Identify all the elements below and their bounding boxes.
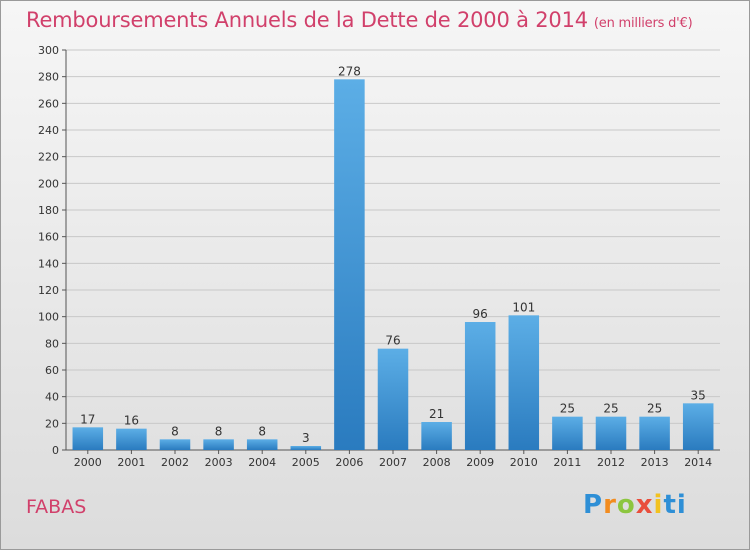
bar: [203, 439, 234, 450]
logo-letter: o: [616, 490, 636, 520]
bar: [334, 79, 365, 450]
data-label: 17: [80, 412, 95, 426]
logo-letter: P: [583, 490, 604, 520]
bar: [682, 403, 714, 450]
data-label: 25: [560, 402, 575, 416]
x-tick-label: 2000: [74, 456, 102, 469]
bar: [377, 348, 409, 450]
x-tick-label: 2001: [117, 456, 145, 469]
data-label: 96: [473, 307, 488, 321]
bar: [116, 428, 147, 450]
title-text: Remboursements Annuels de la Dette de 20…: [26, 8, 588, 32]
y-tick-label: 140: [38, 257, 59, 270]
logo-letter: r: [603, 490, 617, 520]
bar: [595, 416, 627, 450]
x-tick-label: 2014: [684, 456, 712, 469]
x-tick-label: 2002: [161, 456, 189, 469]
data-label: 76: [385, 334, 400, 348]
logo-letter: ti: [663, 490, 687, 520]
x-tick-label: 2007: [379, 456, 407, 469]
y-tick-label: 180: [38, 204, 59, 217]
y-tick-label: 20: [45, 417, 59, 430]
bar: [159, 439, 191, 450]
bar: [72, 427, 104, 450]
logo-letter: x: [635, 490, 654, 520]
y-tick-label: 60: [45, 364, 59, 377]
x-tick-label: 2006: [335, 456, 363, 469]
x-tick-label: 2004: [248, 456, 276, 469]
y-tick-label: 260: [38, 97, 59, 110]
x-tick-label: 2010: [510, 456, 538, 469]
data-label: 8: [171, 424, 179, 438]
y-tick-label: 240: [38, 124, 59, 137]
data-label: 8: [215, 424, 223, 438]
data-label: 35: [691, 388, 706, 402]
unit-label: (en milliers d'€): [593, 16, 693, 31]
data-label: 8: [258, 424, 266, 438]
x-tick-label: 2012: [597, 456, 625, 469]
x-tick-label: 2013: [641, 456, 669, 469]
y-tick-label: 120: [38, 284, 59, 297]
y-tick-label: 40: [45, 391, 59, 404]
y-tick-label: 100: [38, 311, 59, 324]
bar: [639, 416, 670, 450]
data-label: 16: [124, 414, 139, 428]
bar: [290, 446, 322, 450]
bar: [246, 439, 278, 450]
data-label: 278: [338, 64, 361, 78]
x-tick-label: 2011: [553, 456, 581, 469]
commune-name: FABAS: [26, 496, 87, 518]
y-tick-label: 200: [38, 177, 59, 190]
bar: [552, 416, 583, 450]
y-tick-label: 220: [38, 151, 59, 164]
x-tick-label: 2009: [466, 456, 494, 469]
bar: [508, 315, 540, 450]
y-tick-label: 0: [52, 444, 59, 457]
data-label: 3: [302, 431, 310, 445]
x-tick-label: 2003: [205, 456, 233, 469]
y-tick-label: 280: [38, 71, 59, 84]
data-label: 21: [429, 407, 444, 421]
data-label: 101: [512, 300, 535, 314]
proxiti-logo: Proxiti: [583, 490, 687, 520]
bar: [421, 422, 452, 450]
chart-title: Remboursements Annuels de la Dette de 20…: [26, 8, 693, 32]
logo-letter: i: [653, 490, 664, 520]
x-tick-label: 2008: [423, 456, 451, 469]
y-tick-label: 300: [38, 44, 59, 57]
data-label: 25: [603, 402, 618, 416]
y-tick-label: 160: [38, 231, 59, 244]
x-tick-label: 2005: [292, 456, 320, 469]
y-tick-label: 80: [45, 337, 59, 350]
bar: [464, 322, 496, 450]
data-label: 25: [647, 402, 662, 416]
